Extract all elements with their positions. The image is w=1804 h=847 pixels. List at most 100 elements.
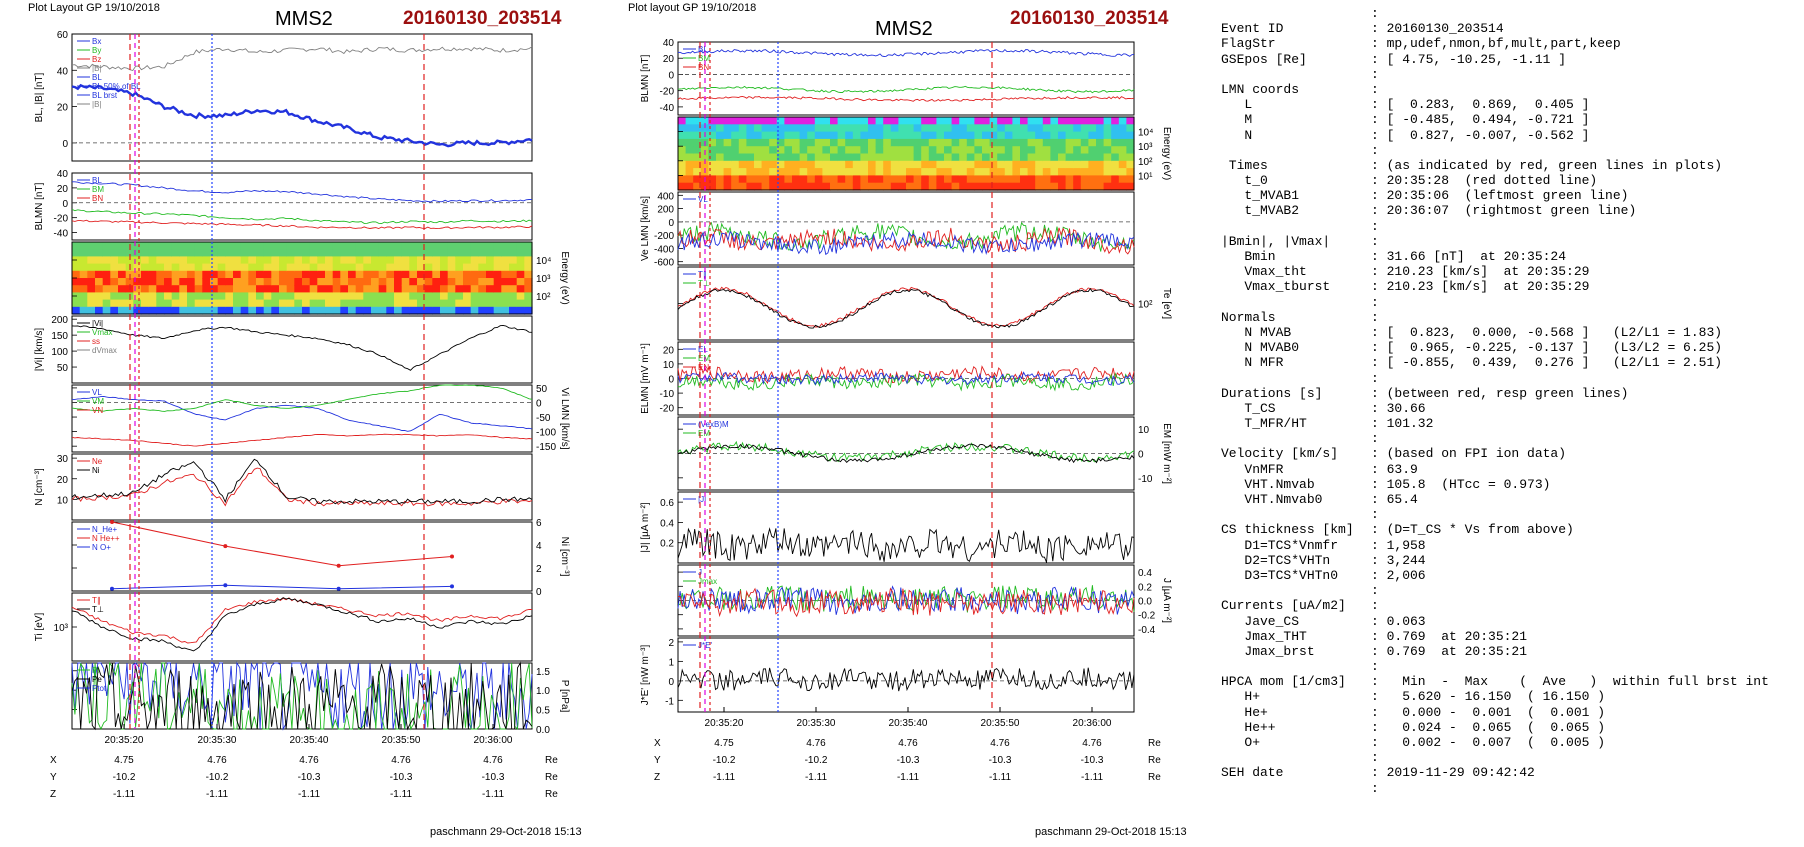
y-tick-label: 20 — [57, 103, 69, 114]
heatmap-cell — [716, 124, 725, 133]
y-axis-label: |J| [µA m⁻²] — [640, 502, 651, 552]
info-value: : — [1371, 598, 1379, 614]
heatmap-cell — [685, 131, 694, 140]
heatmap-cell — [309, 306, 318, 315]
heatmap-cell — [417, 242, 426, 250]
heatmap-cell — [110, 278, 119, 286]
heatmap-cell — [693, 182, 702, 191]
heatmap-cell — [463, 299, 472, 308]
heatmap-cell — [394, 285, 403, 293]
heatmap-cell — [1073, 138, 1082, 147]
info-row: Jmax_brst: 0.769 at 20:35:21 — [1221, 644, 1804, 659]
heatmap-cell — [516, 299, 525, 308]
heatmap-cell — [1126, 124, 1135, 133]
heatmap-cell — [470, 249, 479, 257]
heatmap-cell — [486, 270, 495, 279]
heatmap-cell — [286, 299, 295, 308]
heatmap-cell — [463, 242, 472, 250]
x-tick-label: 20:35:40 — [290, 735, 329, 746]
heatmap-cell — [478, 263, 487, 272]
heatmap-cell — [799, 124, 808, 133]
heatmap-cell — [455, 270, 464, 279]
heatmap-cell — [769, 117, 778, 125]
heatmap-cell — [928, 117, 937, 125]
heatmap-cell — [294, 292, 303, 301]
heatmap-cell — [814, 124, 823, 133]
legend-label: N_He+ — [92, 525, 117, 534]
heatmap-cell — [171, 263, 180, 272]
heatmap-cell — [845, 153, 854, 162]
heatmap-cell — [194, 242, 203, 250]
heatmap-cell — [463, 285, 472, 293]
y-tick-label: 1.5 — [536, 667, 550, 678]
heatmap-cell — [363, 278, 372, 286]
y-tick-label: 0.2 — [660, 539, 674, 550]
heatmap-cell — [271, 263, 280, 272]
heatmap-cell — [1111, 182, 1120, 191]
heatmap-cell — [1096, 146, 1105, 155]
heatmap-cell — [171, 285, 180, 293]
heatmap-cell — [409, 249, 418, 257]
heatmap-cell — [148, 306, 157, 315]
heatmap-cell — [997, 160, 1006, 169]
info-key: FlagStr — [1221, 36, 1276, 52]
heatmap-cell — [371, 242, 380, 250]
heatmap-cell — [102, 256, 111, 265]
heatmap-cell — [1118, 117, 1127, 125]
info-key: N MVAB0 — [1221, 340, 1300, 356]
heatmap-cell — [776, 117, 785, 125]
heatmap-cell — [286, 285, 295, 293]
heatmap-cell — [432, 249, 441, 257]
heatmap-cell — [194, 249, 203, 257]
heatmap-cell — [799, 153, 808, 162]
heatmap-cell — [217, 263, 226, 272]
heatmap-cell — [1118, 124, 1127, 133]
panel-frame — [71, 172, 533, 241]
heatmap-cell — [317, 270, 326, 279]
coord-value: 4.76 — [1082, 738, 1102, 749]
heatmap-cell — [716, 153, 725, 162]
heatmap-cell — [455, 306, 464, 315]
info-key: D3=TCS*VHTn0 — [1221, 567, 1339, 583]
heatmap-cell — [509, 278, 518, 286]
info-row: LMN coords: — [1221, 82, 1804, 97]
heatmap-cell — [913, 175, 922, 184]
heatmap-cell — [417, 285, 426, 293]
heatmap-cell — [731, 138, 740, 147]
heatmap-cell — [868, 182, 877, 191]
info-key: Durations [s] — [1221, 385, 1323, 401]
heatmap-cell — [982, 117, 991, 125]
heatmap-cell — [678, 117, 687, 125]
heatmap-cell — [738, 182, 747, 191]
y-tick-label: -100 — [536, 428, 556, 439]
heatmap-cell — [394, 278, 403, 286]
heatmap-cell — [394, 256, 403, 265]
heatmap-cell — [279, 242, 288, 250]
heatmap-cell — [378, 285, 387, 293]
heatmap-cell — [716, 175, 725, 184]
heatmap-cell — [936, 146, 945, 155]
heatmap-cell — [1020, 138, 1029, 147]
heatmap-cell — [1050, 124, 1059, 133]
heatmap-cell — [708, 131, 717, 140]
heatmap-cell — [286, 278, 295, 286]
info-key: HPCA mom [1/cm3] — [1221, 674, 1346, 690]
heatmap-cell — [1004, 124, 1013, 133]
heatmap-cell — [1035, 160, 1044, 169]
heatmap-cell — [332, 270, 341, 279]
heatmap-cell — [1126, 182, 1135, 191]
heatmap-cell — [723, 124, 732, 133]
heatmap-cell — [263, 270, 272, 279]
heatmap-cell — [898, 138, 907, 147]
heatmap-cell — [478, 256, 487, 265]
heatmap-cell — [1035, 138, 1044, 147]
series-line — [677, 667, 1135, 692]
left-plot-header: Plot Layout GP 19/10/2018 — [28, 2, 160, 14]
heatmap-cell — [792, 131, 801, 140]
info-row: N: [ 0.827, -0.007, -0.562 ] — [1221, 128, 1804, 143]
y-axis-label: J*E' [nW m⁻³] — [640, 645, 651, 706]
heatmap-cell — [240, 278, 249, 286]
heatmap-cell — [1004, 153, 1013, 162]
heatmap-cell — [409, 292, 418, 301]
info-key: VHT.Nmvab0 — [1221, 492, 1323, 507]
